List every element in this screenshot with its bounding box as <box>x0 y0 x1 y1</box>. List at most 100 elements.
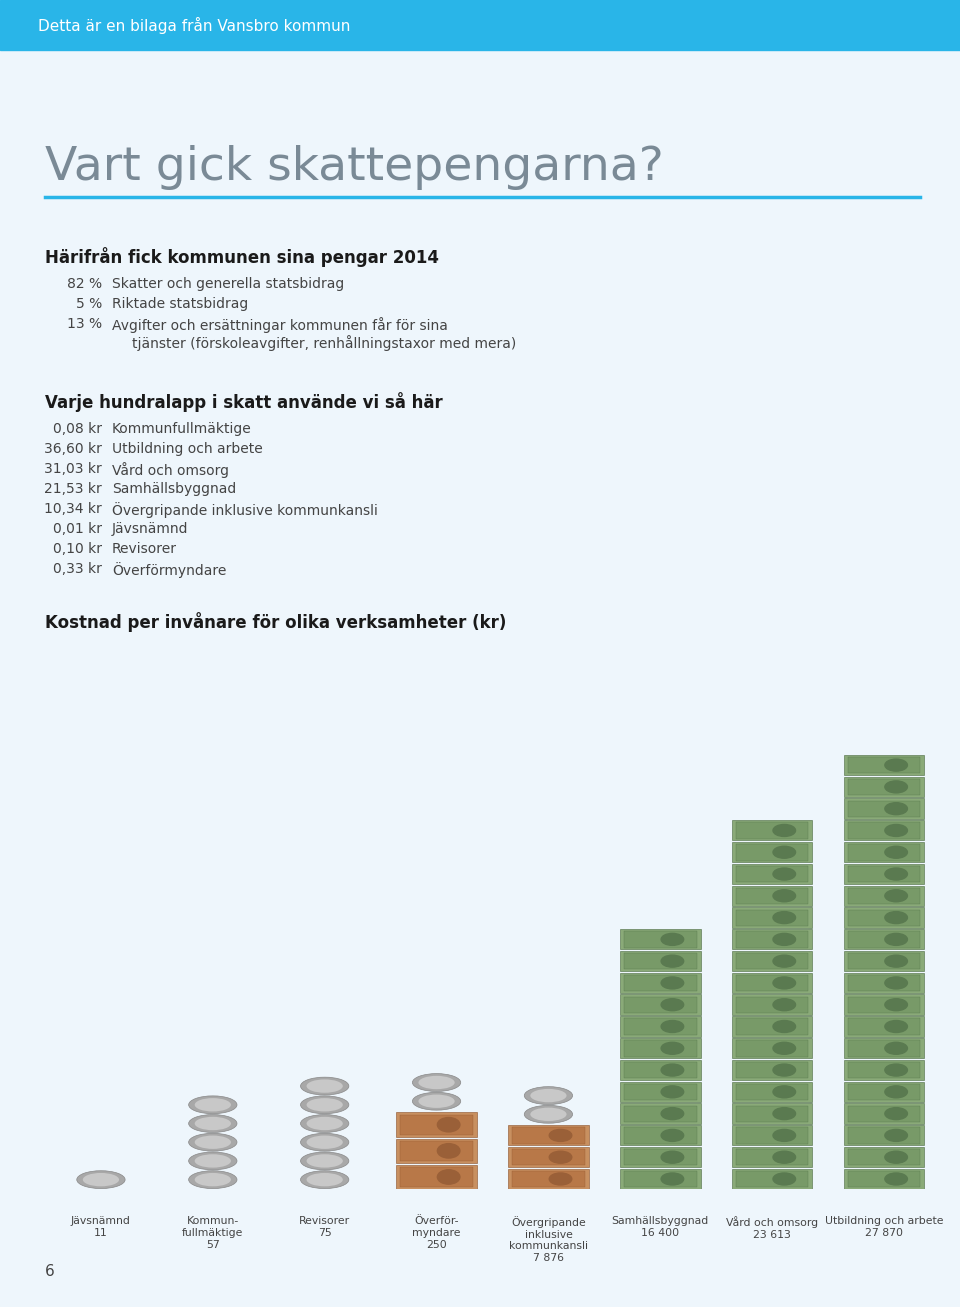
FancyBboxPatch shape <box>736 1018 808 1035</box>
Text: Övergripande
inklusive
kommunkansli
7 876: Övergripande inklusive kommunkansli 7 87… <box>509 1217 588 1263</box>
FancyBboxPatch shape <box>732 951 812 971</box>
Ellipse shape <box>773 1172 796 1185</box>
Ellipse shape <box>524 1106 572 1123</box>
Ellipse shape <box>661 955 684 967</box>
FancyBboxPatch shape <box>736 1171 808 1187</box>
Ellipse shape <box>773 1021 796 1033</box>
Ellipse shape <box>189 1133 237 1151</box>
Ellipse shape <box>885 1086 907 1098</box>
FancyBboxPatch shape <box>844 972 924 993</box>
Text: 82 %: 82 % <box>67 277 102 291</box>
FancyBboxPatch shape <box>844 1082 924 1102</box>
Text: 31,03 kr: 31,03 kr <box>44 461 102 476</box>
Ellipse shape <box>661 1151 684 1163</box>
FancyBboxPatch shape <box>848 1084 921 1100</box>
Ellipse shape <box>549 1172 572 1185</box>
Ellipse shape <box>661 1129 684 1141</box>
Ellipse shape <box>189 1095 237 1114</box>
Ellipse shape <box>661 976 684 989</box>
Ellipse shape <box>189 1151 237 1170</box>
FancyBboxPatch shape <box>844 776 924 797</box>
Text: Överförmyndare: Överförmyndare <box>112 562 227 578</box>
Ellipse shape <box>661 933 684 945</box>
Text: Revisorer
75: Revisorer 75 <box>300 1217 350 1238</box>
Text: Utbildning och arbete: Utbildning och arbete <box>112 442 263 456</box>
FancyBboxPatch shape <box>736 1040 808 1056</box>
Ellipse shape <box>524 1086 572 1104</box>
FancyBboxPatch shape <box>736 932 808 948</box>
FancyBboxPatch shape <box>736 887 808 904</box>
FancyBboxPatch shape <box>624 932 697 948</box>
FancyBboxPatch shape <box>508 1125 588 1145</box>
Ellipse shape <box>306 1116 343 1131</box>
FancyBboxPatch shape <box>732 929 812 949</box>
FancyBboxPatch shape <box>848 757 921 774</box>
Ellipse shape <box>195 1098 231 1111</box>
FancyBboxPatch shape <box>736 867 808 882</box>
FancyBboxPatch shape <box>848 953 921 970</box>
FancyBboxPatch shape <box>620 1017 701 1036</box>
FancyBboxPatch shape <box>736 822 808 839</box>
Text: 0,33 kr: 0,33 kr <box>53 562 102 576</box>
Ellipse shape <box>77 1171 125 1188</box>
FancyBboxPatch shape <box>624 997 697 1013</box>
Ellipse shape <box>661 1172 684 1185</box>
FancyBboxPatch shape <box>732 995 812 1014</box>
Ellipse shape <box>885 802 907 814</box>
FancyBboxPatch shape <box>848 867 921 882</box>
Ellipse shape <box>885 1151 907 1163</box>
Text: Samhällsbyggnad
16 400: Samhällsbyggnad 16 400 <box>612 1217 708 1238</box>
Ellipse shape <box>661 999 684 1010</box>
FancyBboxPatch shape <box>620 1168 701 1189</box>
FancyBboxPatch shape <box>620 1125 701 1145</box>
Ellipse shape <box>773 846 796 859</box>
FancyBboxPatch shape <box>736 1084 808 1100</box>
FancyBboxPatch shape <box>620 951 701 971</box>
FancyBboxPatch shape <box>620 995 701 1014</box>
FancyBboxPatch shape <box>513 1171 585 1187</box>
Ellipse shape <box>306 1154 343 1167</box>
Ellipse shape <box>419 1076 455 1089</box>
Ellipse shape <box>438 1117 460 1132</box>
FancyBboxPatch shape <box>848 1040 921 1056</box>
Ellipse shape <box>661 1086 684 1098</box>
FancyBboxPatch shape <box>848 801 921 817</box>
FancyBboxPatch shape <box>732 842 812 863</box>
Ellipse shape <box>885 846 907 859</box>
Ellipse shape <box>885 868 907 880</box>
FancyBboxPatch shape <box>736 910 808 925</box>
FancyBboxPatch shape <box>732 821 812 840</box>
Text: 0,08 kr: 0,08 kr <box>53 422 102 437</box>
Ellipse shape <box>300 1171 348 1188</box>
Ellipse shape <box>661 1064 684 1076</box>
FancyBboxPatch shape <box>736 953 808 970</box>
Text: 5 %: 5 % <box>76 297 102 311</box>
FancyBboxPatch shape <box>732 1168 812 1189</box>
FancyBboxPatch shape <box>620 1038 701 1059</box>
FancyBboxPatch shape <box>844 821 924 840</box>
Ellipse shape <box>189 1171 237 1188</box>
FancyBboxPatch shape <box>396 1138 477 1163</box>
Text: Kommunfullmäktige: Kommunfullmäktige <box>112 422 252 437</box>
FancyBboxPatch shape <box>736 1149 808 1166</box>
Text: Samhällsbyggnad: Samhällsbyggnad <box>112 482 236 495</box>
Text: 0,01 kr: 0,01 kr <box>53 521 102 536</box>
Text: Övergripande inklusive kommunkansli: Övergripande inklusive kommunkansli <box>112 502 378 518</box>
Ellipse shape <box>306 1172 343 1187</box>
FancyBboxPatch shape <box>624 1063 697 1078</box>
Ellipse shape <box>530 1107 566 1121</box>
Text: Överför-
myndare
250: Överför- myndare 250 <box>412 1217 461 1249</box>
Ellipse shape <box>773 1086 796 1098</box>
Bar <box>0 0 960 50</box>
Ellipse shape <box>413 1093 461 1110</box>
FancyBboxPatch shape <box>848 975 921 991</box>
FancyBboxPatch shape <box>513 1128 585 1144</box>
FancyBboxPatch shape <box>620 1082 701 1102</box>
FancyBboxPatch shape <box>624 1106 697 1121</box>
FancyBboxPatch shape <box>624 1128 697 1144</box>
Text: Jävsnämnd: Jävsnämnd <box>112 521 188 536</box>
Text: 36,60 kr: 36,60 kr <box>44 442 102 456</box>
FancyBboxPatch shape <box>732 1017 812 1036</box>
Ellipse shape <box>419 1094 455 1108</box>
Ellipse shape <box>195 1136 231 1149</box>
